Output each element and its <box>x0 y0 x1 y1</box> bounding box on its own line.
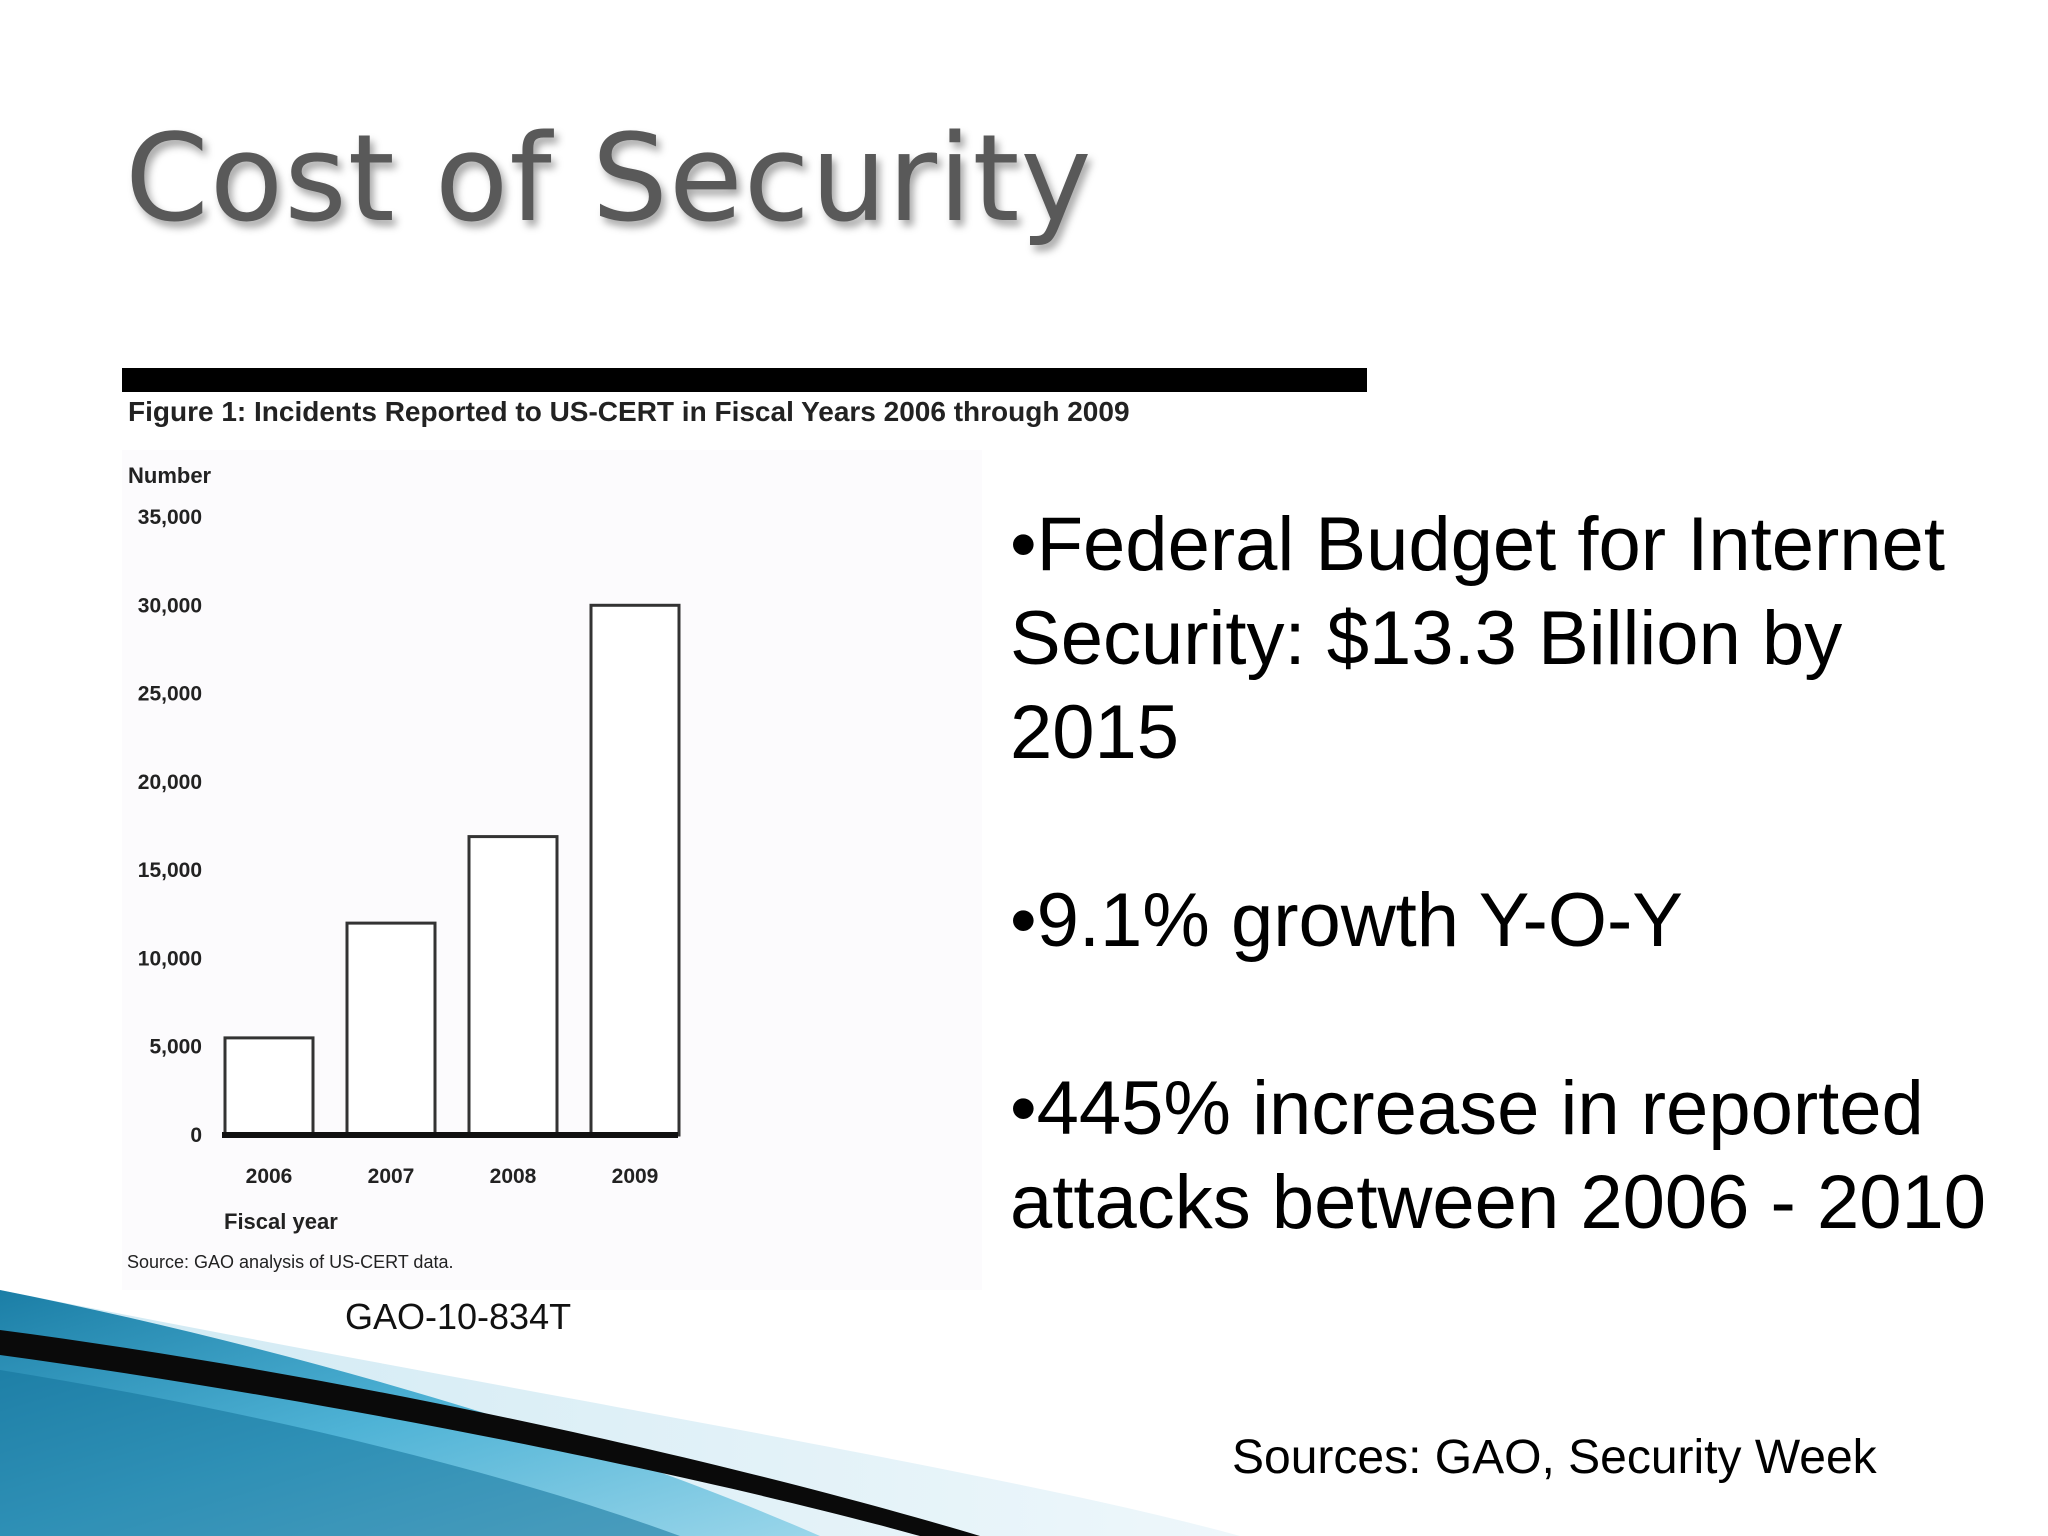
y-tick-label: 25,000 <box>138 683 202 706</box>
bullet-item: •445% increase in reported attacks betwe… <box>1010 1066 1987 1245</box>
bar-2009 <box>589 603 681 1137</box>
swoosh-black-stripe <box>0 1330 980 1536</box>
slide-title: Cost of Security <box>125 110 1093 249</box>
x-tick-label: 2007 <box>368 1165 415 1188</box>
y-tick-labels: 0 5,000 10,000 15,000 20,000 25,000 30,000 35,0… <box>138 506 202 1147</box>
bar-2006 <box>223 1036 315 1137</box>
bar-2008 <box>467 835 559 1137</box>
y-tick-label: 15,000 <box>138 859 202 882</box>
sources-note: Sources: GAO, Security Week <box>1232 1431 1877 1484</box>
y-tick-label: 5,000 <box>149 1036 202 1059</box>
y-tick-label: 10,000 <box>138 947 202 970</box>
bullet-item: •9.1% growth Y-O-Y <box>1010 878 1683 963</box>
figure-reference: GAO-10-834T <box>345 1296 572 1337</box>
y-tick-label: 35,000 <box>138 506 202 529</box>
chart-source-note: Source: GAO analysis of US-CERT data. <box>127 1252 453 1272</box>
x-tick-label: 2006 <box>246 1165 293 1188</box>
y-tick-label: 0 <box>190 1124 202 1147</box>
bullet-item: •Federal Budget for Internet Security: $… <box>1010 502 1945 775</box>
bullet-list: •Federal Budget for Internet Security: $… <box>1010 498 2020 1250</box>
y-tick-label: 30,000 <box>138 594 202 617</box>
figure-caption: Figure 1: Incidents Reported to US-CERT … <box>128 396 1130 427</box>
x-tick-label: 2009 <box>612 1165 659 1188</box>
bars <box>223 603 681 1137</box>
y-axis-title: Number <box>128 463 212 488</box>
x-axis-title: Fiscal year <box>224 1209 338 1234</box>
x-tick-labels: 2006 2007 2008 2009 <box>246 1165 659 1188</box>
x-tick-label: 2008 <box>490 1165 537 1188</box>
figure-top-rule <box>122 368 1367 392</box>
swoosh-dark-band <box>0 1370 680 1536</box>
y-tick-label: 20,000 <box>138 771 202 794</box>
bar-2007 <box>345 921 437 1137</box>
